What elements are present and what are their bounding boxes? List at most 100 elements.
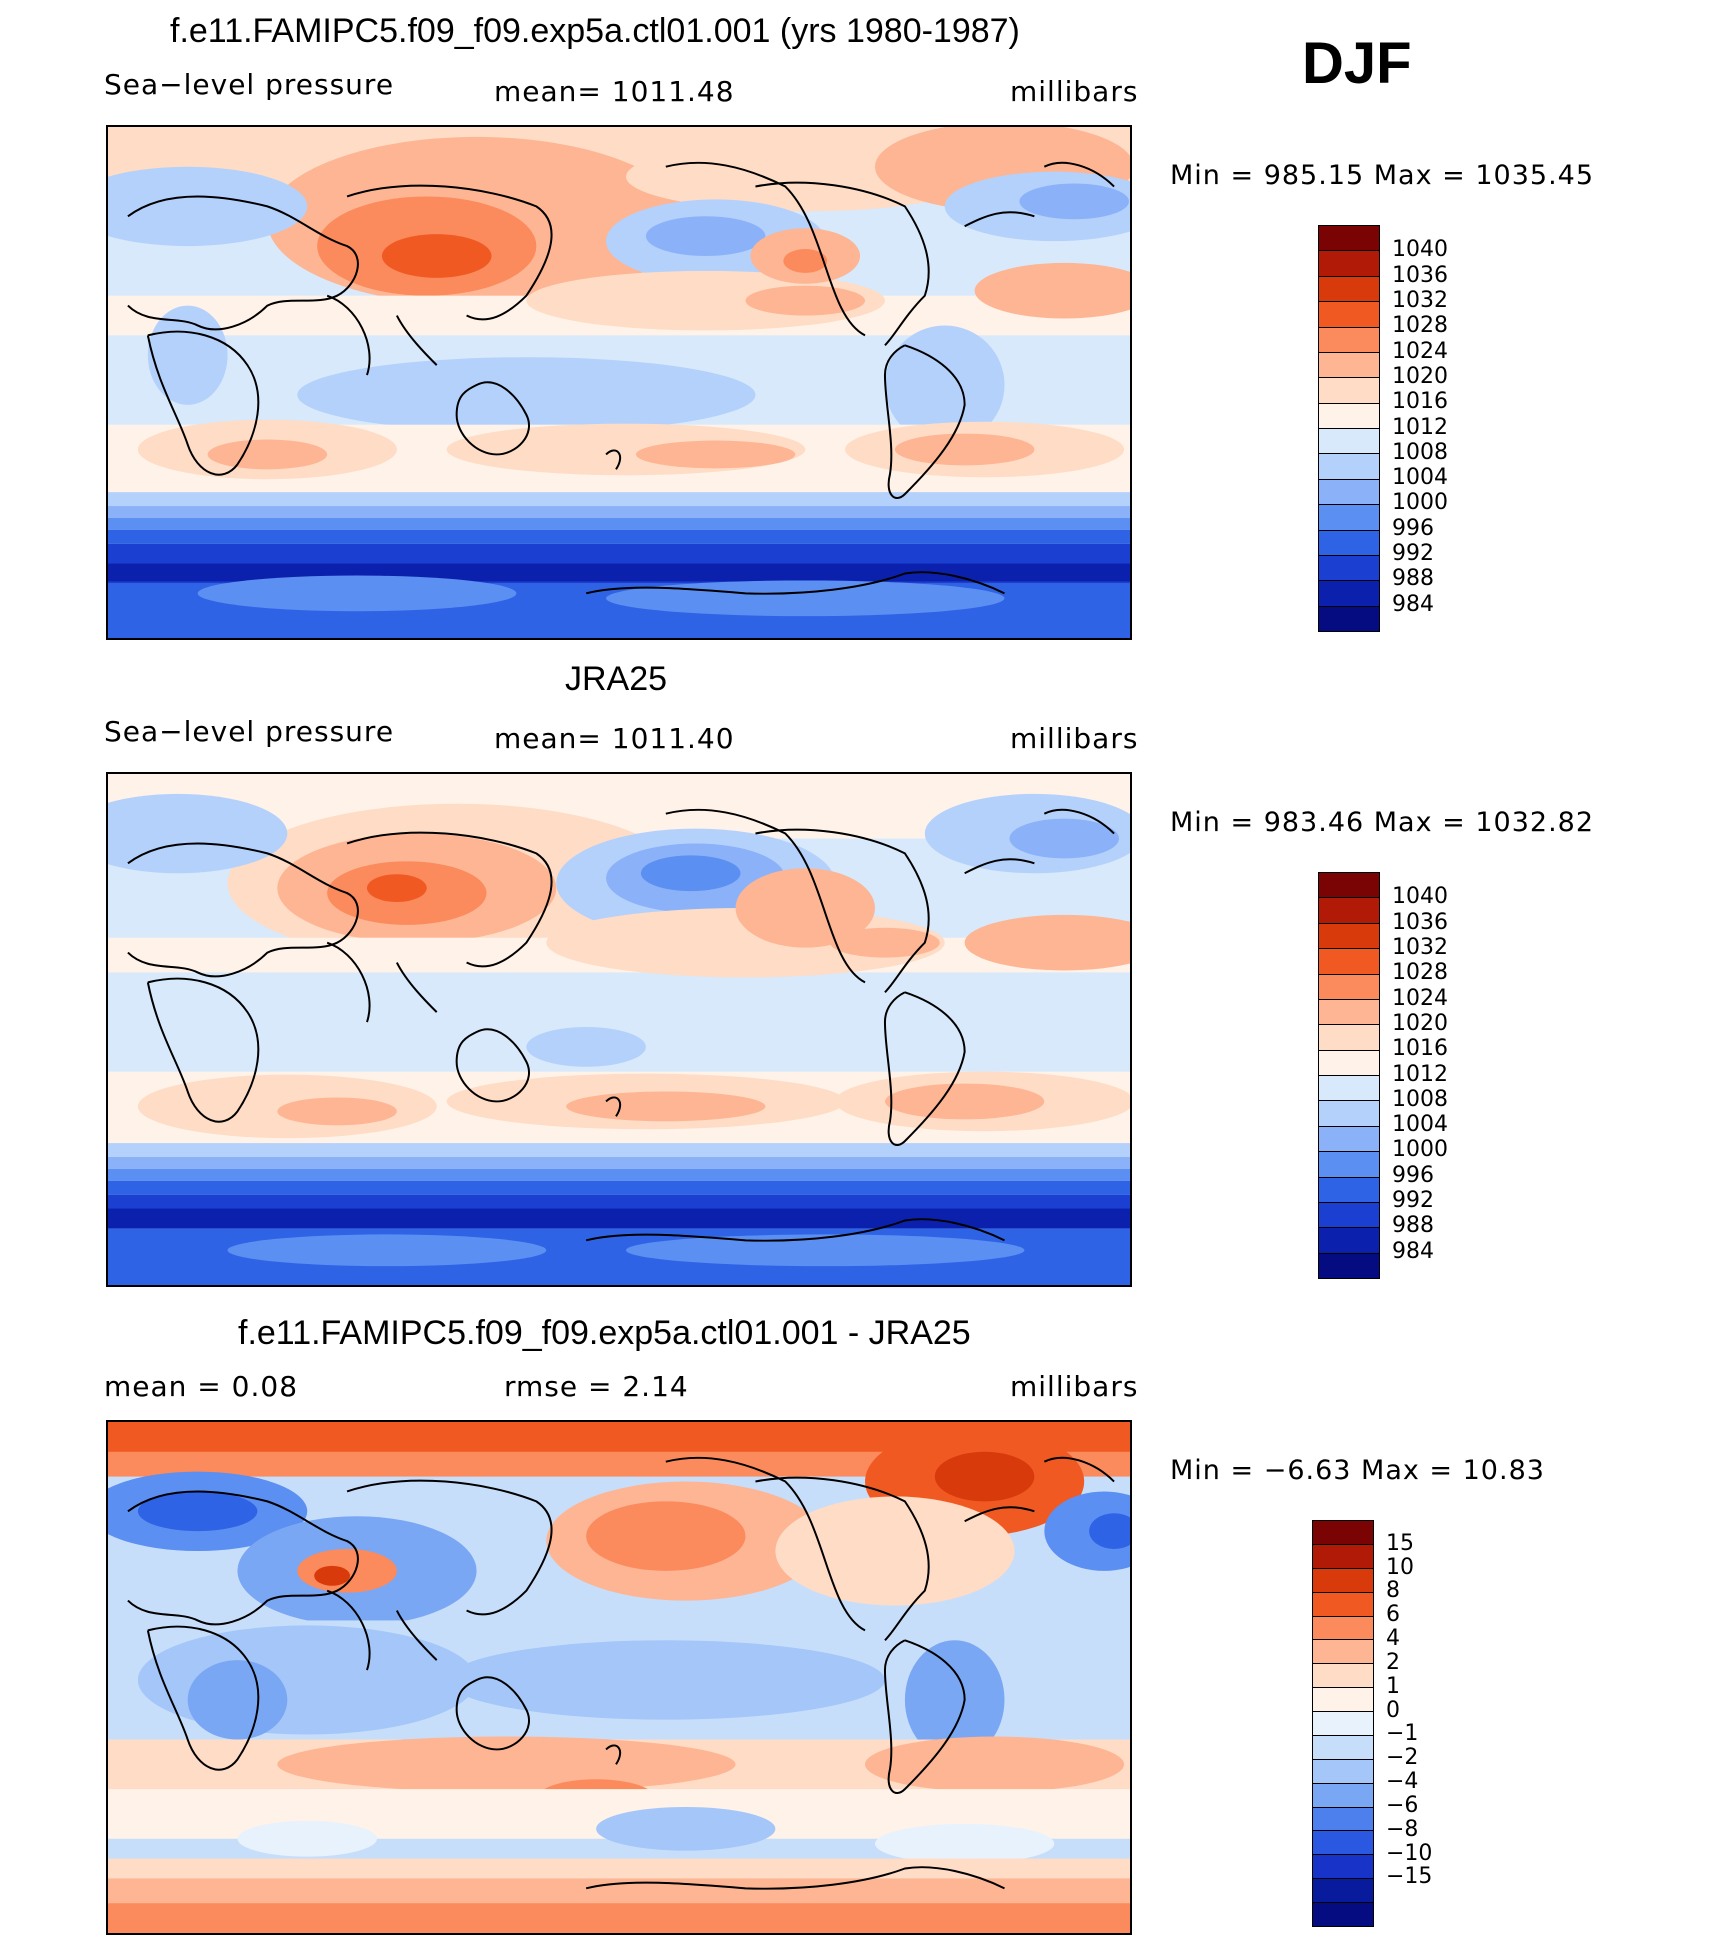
colorbar-swatch: [1319, 606, 1379, 631]
colorbar-swatch: [1319, 1025, 1379, 1051]
colorbar-tick-label: 1036: [1392, 262, 1448, 288]
colorbar-tick-label: 992: [1392, 1188, 1434, 1214]
panel2-units-label: millibars: [1010, 722, 1139, 755]
panel2-mean-label: mean= 1011.40: [494, 722, 735, 755]
panel3-units-label: millibars: [1010, 1370, 1139, 1403]
colorbar-swatch: [1313, 1544, 1373, 1569]
colorbar-tick-label: 1024: [1392, 338, 1448, 364]
colorbar-tick-label: 4: [1386, 1626, 1400, 1652]
panel3-map: [106, 1420, 1132, 1935]
colorbar-tick-label: 1: [1386, 1673, 1400, 1699]
colorbar-tick-label: 6: [1386, 1602, 1400, 1628]
panel1-colorbar: [1318, 225, 1380, 632]
panel2-minmax: Min = 983.46 Max = 1032.82: [1170, 807, 1595, 838]
colorbar-tick-label: 1004: [1392, 465, 1448, 491]
colorbar-tick-label: 988: [1392, 566, 1434, 592]
colorbar-swatch: [1313, 1568, 1373, 1593]
panel1-units-label: millibars: [1010, 75, 1139, 108]
colorbar-swatch: [1313, 1855, 1373, 1880]
colorbar-swatch: [1313, 1664, 1373, 1689]
colorbar-tick-label: −6: [1386, 1792, 1419, 1818]
colorbar-tick-label: 1024: [1392, 985, 1448, 1011]
colorbar-swatch: [1319, 1177, 1379, 1203]
colorbar-tick-label: 1036: [1392, 909, 1448, 935]
colorbar-tick-label: 1016: [1392, 389, 1448, 415]
colorbar-tick-label: 8: [1386, 1578, 1400, 1604]
panel1-mean-label: mean= 1011.48: [494, 75, 735, 108]
panel2-colorbar: [1318, 872, 1380, 1279]
colorbar-tick-label: 15: [1386, 1530, 1414, 1556]
colorbar-tick-label: 1012: [1392, 414, 1448, 440]
colorbar-swatch: [1319, 1126, 1379, 1153]
colorbar-tick-label: 1032: [1392, 934, 1448, 960]
colorbar-swatch: [1319, 327, 1379, 353]
colorbar-tick-label: 1008: [1392, 1086, 1448, 1112]
colorbar-swatch: [1319, 302, 1379, 328]
colorbar-swatch: [1313, 1640, 1373, 1665]
colorbar-swatch: [1319, 505, 1379, 531]
colorbar-tick-label: 984: [1392, 1238, 1434, 1264]
colorbar-swatch: [1319, 581, 1379, 607]
colorbar-swatch: [1319, 530, 1379, 556]
colorbar-swatch: [1319, 949, 1379, 975]
colorbar-swatch: [1319, 1050, 1379, 1076]
panel3-title: f.e11.FAMIPC5.f09_f09.exp5a.ctl01.001 - …: [238, 1314, 971, 1352]
colorbar-swatch: [1319, 1202, 1379, 1229]
colorbar-tick-label: 1020: [1392, 363, 1448, 389]
colorbar-tick-label: 0: [1386, 1697, 1400, 1723]
colorbar-swatch: [1313, 1616, 1373, 1641]
colorbar-swatch: [1313, 1759, 1373, 1784]
colorbar-tick-label: 988: [1392, 1213, 1434, 1239]
colorbar-tick-label: 2: [1386, 1649, 1400, 1675]
colorbar-tick-label: 1020: [1392, 1010, 1448, 1036]
colorbar-swatch: [1313, 1903, 1373, 1926]
colorbar-tick-label: 996: [1392, 515, 1434, 541]
panel1-title: f.e11.FAMIPC5.f09_f09.exp5a.ctl01.001 (y…: [170, 12, 1020, 50]
colorbar-tick-label: −15: [1386, 1864, 1433, 1890]
colorbar-tick-label: 1000: [1392, 1137, 1448, 1163]
panel3-mean-label: mean = 0.08: [104, 1370, 299, 1403]
panel3-rmse-label: rmse = 2.14: [504, 1370, 689, 1403]
colorbar-swatch: [1319, 873, 1379, 899]
colorbar-swatch: [1313, 1783, 1373, 1808]
colorbar-swatch: [1319, 555, 1379, 582]
colorbar-tick-label: 1040: [1392, 884, 1448, 910]
panel2-map: [106, 772, 1132, 1287]
colorbar-tick-label: −4: [1386, 1769, 1419, 1795]
colorbar-swatch: [1313, 1712, 1373, 1736]
colorbar-tick-label: 1012: [1392, 1061, 1448, 1087]
colorbar-tick-label: −1: [1386, 1721, 1419, 1747]
colorbar-swatch: [1313, 1807, 1373, 1832]
colorbar-tick-label: −10: [1386, 1840, 1433, 1866]
colorbar-swatch: [1319, 898, 1379, 924]
colorbar-tick-label: 10: [1386, 1554, 1414, 1580]
season-label: DJF: [1302, 31, 1412, 96]
panel3-minmax: Min = −6.63 Max = 10.83: [1170, 1455, 1545, 1486]
colorbar-swatch: [1313, 1592, 1373, 1617]
colorbar-swatch: [1319, 226, 1379, 252]
colorbar-swatch: [1319, 999, 1379, 1026]
colorbar-tick-label: 1000: [1392, 490, 1448, 516]
panel3-contour-map: [108, 1422, 1130, 1933]
panel2-title: JRA25: [565, 660, 668, 698]
colorbar-swatch: [1319, 1253, 1379, 1278]
colorbar-swatch: [1313, 1879, 1373, 1903]
panel1-variable-label: Sea−level pressure: [104, 68, 395, 101]
colorbar-tick-label: 1028: [1392, 960, 1448, 986]
colorbar-tick-label: 1016: [1392, 1036, 1448, 1062]
colorbar-swatch: [1313, 1688, 1373, 1712]
colorbar-swatch: [1319, 923, 1379, 950]
colorbar-swatch: [1319, 352, 1379, 379]
colorbar-swatch: [1319, 378, 1379, 404]
colorbar-swatch: [1319, 276, 1379, 303]
colorbar-swatch: [1319, 403, 1379, 429]
panel1-map: [106, 125, 1132, 640]
colorbar-swatch: [1319, 479, 1379, 506]
colorbar-tick-label: 1004: [1392, 1112, 1448, 1138]
colorbar-swatch: [1319, 1152, 1379, 1178]
panel3-colorbar: [1312, 1520, 1374, 1927]
colorbar-tick-label: 1028: [1392, 313, 1448, 339]
panel2-contour-map: [108, 774, 1130, 1285]
panel1-minmax: Min = 985.15 Max = 1035.45: [1170, 160, 1595, 191]
colorbar-swatch: [1319, 1101, 1379, 1127]
